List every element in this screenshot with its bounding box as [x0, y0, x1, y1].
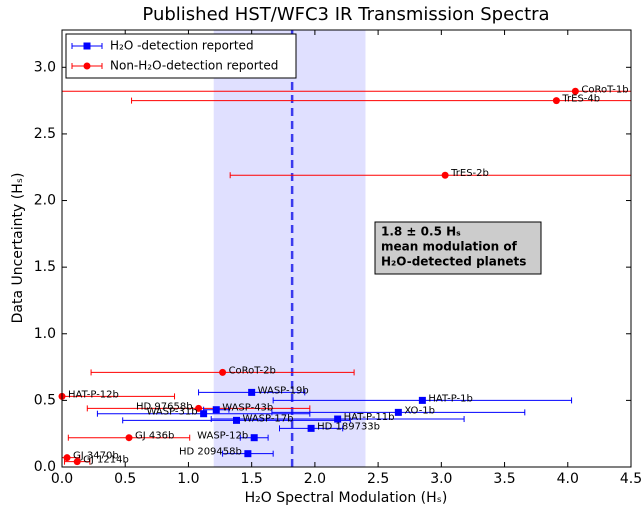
point-label: CoRoT-1b	[581, 84, 628, 95]
point-label: WASP-12b	[197, 431, 248, 442]
point	[441, 171, 449, 179]
point	[334, 415, 342, 423]
plot-frame	[61, 29, 632, 468]
x-tick-label: 4.5	[620, 471, 642, 487]
y-tick-label: 3.0	[34, 59, 56, 75]
annotation-box	[374, 221, 542, 275]
x-tick-label: 2.0	[304, 471, 326, 487]
point-label: WASP-43b	[222, 403, 273, 414]
point	[244, 450, 252, 458]
point-label: TrES-4b	[561, 94, 600, 105]
point	[394, 408, 402, 416]
legend-marker	[83, 62, 91, 70]
point	[195, 404, 203, 412]
y-tick-label: 1.0	[34, 326, 56, 342]
y-axis-label: Data Uncertainty (Hₛ)	[10, 173, 26, 324]
band	[213, 30, 366, 467]
point-label: HD 97658b	[136, 401, 193, 412]
point-label: HAT-P-12b	[68, 389, 119, 400]
point-label: WASP-17b	[242, 413, 293, 424]
x-tick-label: 3.0	[430, 471, 452, 487]
y-tick-label: 0.0	[34, 459, 56, 475]
x-tick-label: 4.0	[557, 471, 579, 487]
point	[219, 368, 227, 376]
x-axis-label: H₂O Spectral Modulation (Hₛ)	[245, 490, 448, 506]
point	[571, 87, 579, 95]
point	[125, 434, 133, 442]
point	[250, 434, 258, 442]
point-label: GJ 3470b	[73, 451, 119, 462]
point-label: CoRoT-2b	[229, 365, 276, 376]
point-label: HAT-P-1b	[428, 393, 473, 404]
legend-box	[65, 33, 297, 79]
x-tick-label: 0.5	[114, 471, 136, 487]
legend-label: H₂O -detection reported	[110, 39, 254, 53]
point	[307, 424, 315, 432]
x-tick-label: 2.5	[367, 471, 389, 487]
y-tick-label: 1.5	[34, 259, 56, 275]
point-label: TrES-2b	[450, 168, 489, 179]
y-tick-label: 0.5	[34, 392, 56, 408]
point	[418, 396, 426, 404]
point-label: HAT-P-11b	[344, 412, 395, 423]
point	[73, 458, 81, 466]
legend-marker	[83, 42, 91, 50]
point-label: GJ 1214b	[83, 455, 129, 466]
x-tick-label: 0.0	[51, 471, 73, 487]
point-label: WASP-19b	[258, 385, 309, 396]
point-label: WASP-31b	[147, 407, 198, 418]
annotation-text: mean modulation of	[381, 240, 518, 254]
y-tick-label: 2.5	[34, 126, 56, 142]
legend-label: Non-H₂O-detection reported	[110, 59, 278, 73]
point-label: XO-1b	[404, 405, 435, 416]
chart-title: Published HST/WFC3 IR Transmission Spect…	[142, 4, 549, 25]
x-tick-label: 3.5	[493, 471, 515, 487]
point	[552, 97, 560, 105]
annotation-text: 1.8 ± 0.5 Hₛ	[381, 225, 461, 239]
point	[212, 406, 220, 414]
point-label: HD 189733b	[317, 421, 380, 432]
annotation-text: H₂O-detected planets	[381, 255, 526, 269]
point	[232, 416, 240, 424]
point	[248, 388, 256, 396]
plot-area	[62, 30, 631, 467]
point-label: GJ 436b	[135, 431, 174, 442]
y-tick-label: 2.0	[34, 193, 56, 209]
x-tick-label: 1.0	[177, 471, 199, 487]
point	[200, 410, 208, 418]
point	[63, 454, 71, 462]
point-label: HD 209458b	[179, 447, 242, 458]
x-tick-label: 1.5	[241, 471, 263, 487]
